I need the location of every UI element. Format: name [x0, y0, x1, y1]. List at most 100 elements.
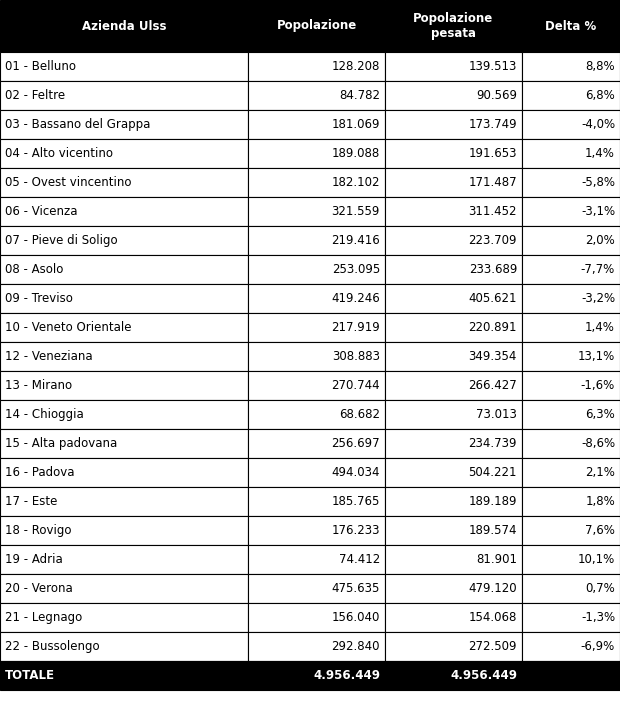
Bar	[248, 284, 385, 313]
Text: 04 - Alto vicentino: 04 - Alto vicentino	[5, 147, 113, 160]
Bar	[0, 574, 248, 603]
Bar	[0, 603, 248, 632]
Text: 308.883: 308.883	[332, 350, 380, 363]
Bar	[248, 661, 385, 690]
Bar	[522, 545, 620, 574]
Text: 189.088: 189.088	[332, 147, 380, 160]
Bar	[385, 400, 522, 429]
Bar	[385, 313, 522, 342]
Bar	[0, 52, 248, 81]
Text: 494.034: 494.034	[332, 466, 380, 479]
Bar	[522, 342, 620, 371]
Text: 479.120: 479.120	[468, 582, 517, 595]
Text: 233.689: 233.689	[469, 263, 517, 276]
Text: 10,1%: 10,1%	[578, 553, 615, 566]
Bar	[248, 487, 385, 516]
Bar	[385, 487, 522, 516]
Bar	[248, 632, 385, 661]
Text: -3,2%: -3,2%	[581, 292, 615, 305]
Bar	[522, 168, 620, 197]
Text: 176.233: 176.233	[332, 524, 380, 537]
Text: 181.069: 181.069	[332, 118, 380, 131]
Text: 191.653: 191.653	[469, 147, 517, 160]
Text: 173.749: 173.749	[468, 118, 517, 131]
Text: 74.412: 74.412	[339, 553, 380, 566]
Bar	[385, 284, 522, 313]
Text: 12 - Veneziana: 12 - Veneziana	[5, 350, 92, 363]
Bar	[385, 139, 522, 168]
Bar	[522, 255, 620, 284]
Text: 6,8%: 6,8%	[585, 89, 615, 102]
Text: 189.189: 189.189	[469, 495, 517, 508]
Text: -3,1%: -3,1%	[581, 205, 615, 218]
Text: 4.956.449: 4.956.449	[313, 669, 380, 682]
Text: 2,0%: 2,0%	[585, 234, 615, 247]
Text: 223.709: 223.709	[469, 234, 517, 247]
Text: 20 - Verona: 20 - Verona	[5, 582, 73, 595]
Text: 504.221: 504.221	[469, 466, 517, 479]
Bar	[385, 516, 522, 545]
Bar	[0, 400, 248, 429]
Text: 07 - Pieve di Soligo: 07 - Pieve di Soligo	[5, 234, 118, 247]
Bar	[0, 342, 248, 371]
Text: 311.452: 311.452	[469, 205, 517, 218]
Text: 349.354: 349.354	[469, 350, 517, 363]
Bar	[0, 516, 248, 545]
Text: 4.956.449: 4.956.449	[450, 669, 517, 682]
Text: 171.487: 171.487	[468, 176, 517, 189]
Text: 02 - Feltre: 02 - Feltre	[5, 89, 65, 102]
Bar	[248, 139, 385, 168]
Text: 73.013: 73.013	[476, 408, 517, 421]
Text: -5,8%: -5,8%	[581, 176, 615, 189]
Bar	[385, 458, 522, 487]
Text: 253.095: 253.095	[332, 263, 380, 276]
Bar	[522, 487, 620, 516]
Bar	[248, 400, 385, 429]
Text: 22 - Bussolengo: 22 - Bussolengo	[5, 640, 100, 653]
Bar	[522, 139, 620, 168]
Bar	[385, 371, 522, 400]
Text: 21 - Legnago: 21 - Legnago	[5, 611, 82, 624]
Text: 189.574: 189.574	[469, 524, 517, 537]
Text: 16 - Padova: 16 - Padova	[5, 466, 74, 479]
Text: 03 - Bassano del Grappa: 03 - Bassano del Grappa	[5, 118, 151, 131]
Text: 128.208: 128.208	[332, 60, 380, 73]
Bar	[522, 81, 620, 110]
Text: 234.739: 234.739	[469, 437, 517, 450]
Text: 1,4%: 1,4%	[585, 321, 615, 334]
Text: 217.919: 217.919	[331, 321, 380, 334]
Bar	[0, 139, 248, 168]
Text: 19 - Adria: 19 - Adria	[5, 553, 63, 566]
Text: 68.682: 68.682	[339, 408, 380, 421]
Text: 08 - Asolo: 08 - Asolo	[5, 263, 63, 276]
Text: -8,6%: -8,6%	[581, 437, 615, 450]
Bar	[0, 371, 248, 400]
Text: 270.744: 270.744	[331, 379, 380, 392]
Bar	[248, 516, 385, 545]
Bar	[385, 52, 522, 81]
Bar	[385, 226, 522, 255]
Bar	[385, 0, 522, 52]
Bar	[385, 168, 522, 197]
Bar	[385, 110, 522, 139]
Bar	[0, 545, 248, 574]
Bar	[522, 516, 620, 545]
Bar	[522, 574, 620, 603]
Bar	[522, 52, 620, 81]
Bar	[522, 0, 620, 52]
Bar	[522, 458, 620, 487]
Bar	[248, 429, 385, 458]
Bar	[248, 603, 385, 632]
Bar	[0, 81, 248, 110]
Bar	[0, 0, 248, 52]
Bar	[0, 168, 248, 197]
Text: 14 - Chioggia: 14 - Chioggia	[5, 408, 84, 421]
Text: 405.621: 405.621	[469, 292, 517, 305]
Bar	[522, 197, 620, 226]
Bar	[385, 255, 522, 284]
Text: 0,7%: 0,7%	[585, 582, 615, 595]
Text: 156.040: 156.040	[332, 611, 380, 624]
Text: 182.102: 182.102	[332, 176, 380, 189]
Text: 219.416: 219.416	[331, 234, 380, 247]
Bar	[385, 429, 522, 458]
